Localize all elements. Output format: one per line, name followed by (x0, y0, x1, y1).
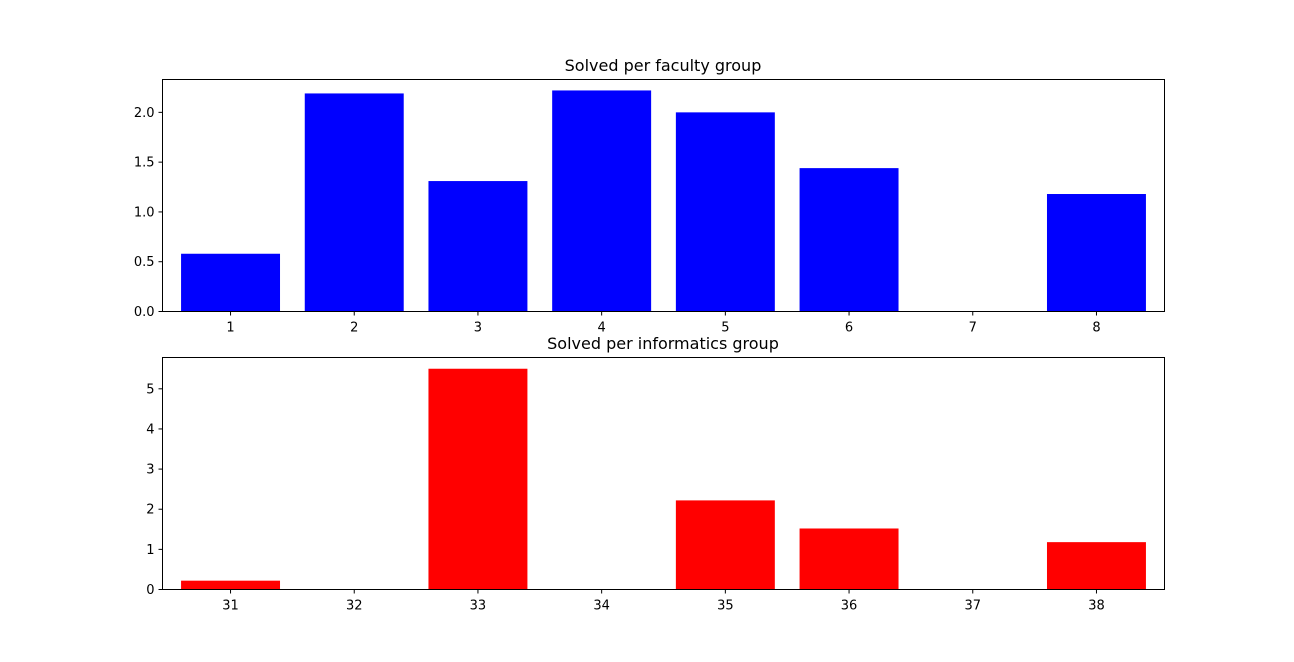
faculty-bar-2 (304, 93, 404, 312)
informatics-x-tick-label: 34 (593, 599, 610, 614)
faculty-x-tick-label: 8 (1092, 321, 1100, 336)
informatics-plot-frame (162, 357, 1165, 590)
informatics-chart: Solved per informatics group 31 32 33 34 35 3… (146, 334, 1165, 614)
faculty-x-tick-label: 2 (350, 321, 358, 336)
faculty-y-axis: 0.0 0.5 1.0 1.5 2.0 (134, 106, 163, 320)
informatics-bar-33 (428, 368, 528, 590)
informatics-y-tick-label: 1 (146, 543, 154, 558)
faculty-x-axis: 1 2 3 4 5 6 7 8 (226, 311, 1101, 336)
informatics-bar-31 (181, 580, 281, 590)
informatics-bar-38 (1046, 542, 1146, 590)
faculty-chart: Solved per faculty group 1 2 3 4 5 6 7 8 0.0 0.5… (134, 56, 1165, 336)
faculty-bar-4 (552, 90, 652, 312)
informatics-y-tick-label: 3 (146, 463, 154, 478)
faculty-y-tick-label: 1.5 (134, 156, 155, 171)
informatics-x-axis: 31 32 33 34 35 36 37 38 (222, 589, 1105, 614)
faculty-x-tick-label: 6 (845, 321, 853, 336)
faculty-x-tick-label: 4 (598, 321, 606, 336)
informatics-y-tick-label: 0 (146, 583, 154, 598)
informatics-chart-title: Solved per informatics group (547, 334, 779, 353)
faculty-y-tick-label: 0.0 (134, 305, 155, 320)
informatics-bars (181, 368, 1146, 590)
faculty-bar-5 (675, 112, 775, 312)
faculty-bars (181, 90, 1146, 312)
faculty-x-tick-label: 1 (226, 321, 234, 336)
faculty-x-tick-label: 3 (474, 321, 482, 336)
faculty-bar-1 (181, 253, 281, 312)
informatics-y-axis: 0 1 2 3 4 5 (146, 382, 163, 598)
informatics-y-tick-label: 5 (146, 382, 154, 397)
faculty-chart-title: Solved per faculty group (565, 56, 762, 75)
informatics-x-tick-label: 38 (1088, 599, 1105, 614)
informatics-x-tick-label: 32 (346, 599, 363, 614)
faculty-bar-3 (428, 181, 528, 312)
informatics-y-tick-label: 4 (146, 422, 154, 437)
faculty-x-tick-label: 7 (969, 321, 977, 336)
faculty-y-tick-label: 1.0 (134, 205, 155, 220)
faculty-x-tick-label: 5 (721, 321, 729, 336)
informatics-x-tick-label: 37 (964, 599, 981, 614)
informatics-y-tick-label: 2 (146, 503, 154, 518)
informatics-x-tick-label: 31 (222, 599, 239, 614)
faculty-y-tick-label: 0.5 (134, 255, 155, 270)
faculty-plot-frame (162, 79, 1165, 312)
faculty-bar-8 (1046, 194, 1146, 312)
faculty-bar-6 (799, 168, 899, 312)
informatics-bar-35 (675, 500, 775, 590)
informatics-bar-36 (799, 528, 899, 590)
informatics-x-tick-label: 35 (717, 599, 734, 614)
faculty-y-tick-label: 2.0 (134, 106, 155, 121)
informatics-x-tick-label: 36 (841, 599, 858, 614)
informatics-x-tick-label: 33 (470, 599, 487, 614)
